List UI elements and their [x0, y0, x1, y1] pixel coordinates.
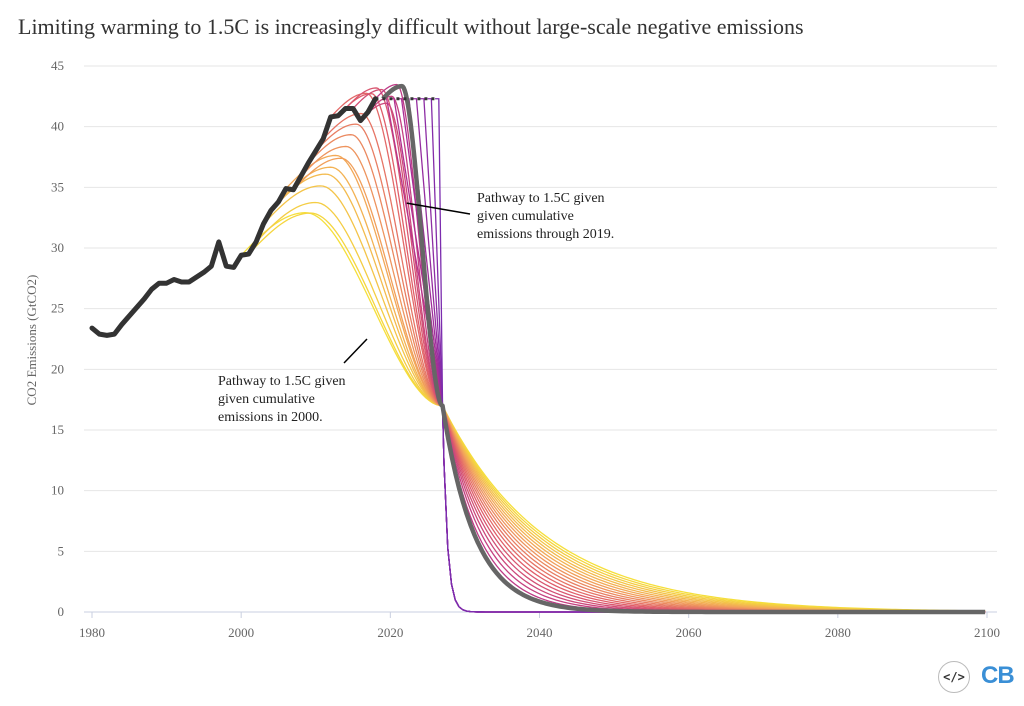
annotation-2019-line: Pathway to 1.5C given: [477, 191, 605, 206]
pathway-line-2008: [300, 145, 986, 613]
pathway-series: [240, 83, 986, 613]
y-tick-20: 20: [51, 361, 64, 376]
y-tick-45: 45: [51, 58, 64, 73]
historical-emissions-line: [89, 96, 378, 338]
y-tick-5: 5: [58, 543, 65, 558]
pathway-line-2018: [374, 83, 986, 613]
pathway-line-2020: [390, 98, 985, 613]
y-tick-labels: 0 5 10 15 20 25 30 35 40 45: [51, 58, 64, 619]
pathway-line-2023: [412, 98, 985, 613]
highlighted-pathway-2019: [381, 83, 986, 615]
x-tick-2000: 2000: [228, 625, 254, 640]
annotation-2000-line: Pathway to 1.5C given: [218, 374, 346, 389]
pathway-line-2002: [255, 201, 986, 612]
y-tick-15: 15: [51, 422, 64, 437]
annotation-2000-leader: [343, 338, 368, 364]
y-tick-25: 25: [51, 301, 64, 316]
annotation-2000-line: given cumulative: [218, 392, 315, 407]
x-tick-2080: 2080: [825, 625, 851, 640]
y-axis-label: CO2 Emissions (GtCO2): [24, 275, 39, 406]
grid-lines: [84, 65, 997, 613]
embed-code-icon[interactable]: </>: [938, 661, 970, 693]
annotation-2000-text: Pathway to 1.5C given given cumulative emi…: [218, 374, 346, 425]
x-tick-2020: 2020: [377, 625, 403, 640]
annotation-2019-line: given cumulative: [477, 209, 574, 224]
x-tick-labels: 1980 2000 2020 2040 2060 2080 2100: [79, 612, 1000, 640]
annotation-2000-line: emissions in 2000.: [218, 410, 323, 425]
pathway-line-2016: [360, 102, 986, 613]
historical-series-group: [89, 96, 439, 338]
chart-title: Limiting warming to 1.5C is increasingly…: [18, 14, 804, 39]
pathway-line-2026: [435, 98, 985, 613]
pathway-line-2011: [322, 112, 986, 613]
x-tick-1980: 1980: [79, 625, 105, 640]
annotations: Pathway to 1.5C given given cumulative emi…: [218, 191, 614, 425]
pathway-line-2003: [263, 185, 986, 613]
annotation-2019-line: emissions through 2019.: [477, 227, 614, 242]
pathway-line-2007: [292, 157, 986, 613]
pathway-line-2005: [277, 166, 986, 613]
pathway-line-2017: [367, 95, 986, 613]
pathway-line-2024: [420, 98, 985, 613]
pathway-line-2015: [352, 88, 986, 613]
y-tick-10: 10: [51, 483, 64, 498]
y-tick-40: 40: [51, 119, 64, 134]
x-tick-2100: 2100: [974, 625, 1000, 640]
y-tick-35: 35: [51, 179, 64, 194]
y-tick-30: 30: [51, 240, 64, 255]
highlighted-pathway-group: [381, 83, 986, 615]
annotation-2019-text: Pathway to 1.5C given given cumulative emi…: [477, 191, 614, 242]
carbon-brief-logo: CB: [981, 662, 1015, 689]
x-tick-2040: 2040: [527, 625, 553, 640]
y-tick-0: 0: [58, 604, 65, 619]
x-tick-2060: 2060: [676, 625, 702, 640]
annotation-2019-leader: [406, 202, 471, 215]
